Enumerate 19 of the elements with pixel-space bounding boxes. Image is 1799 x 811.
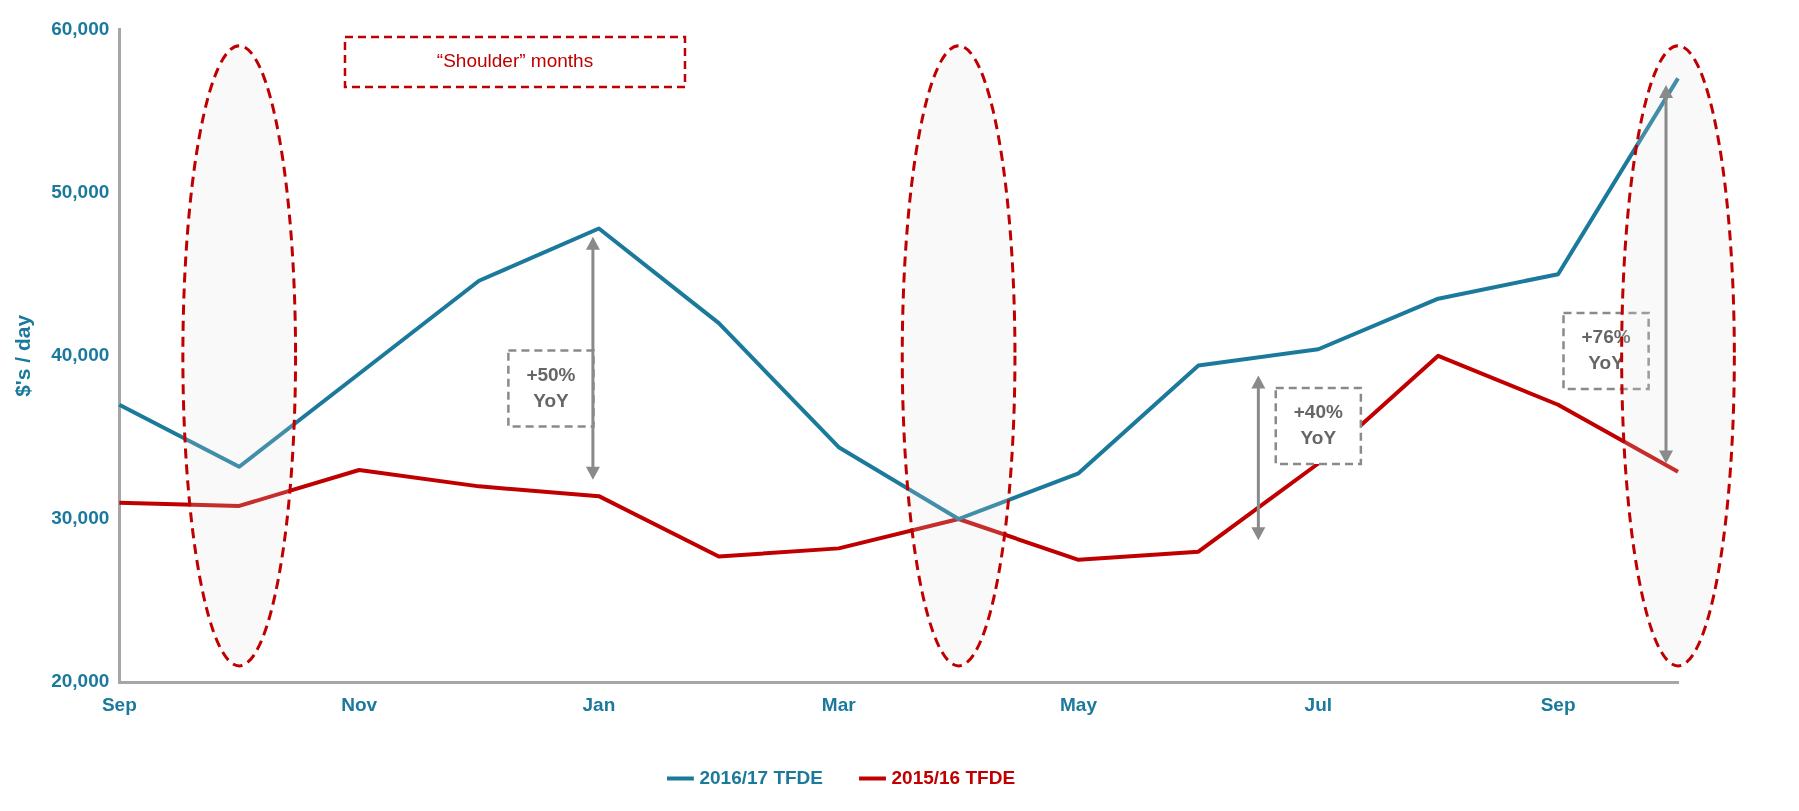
annotation: +50% YoY — [526, 363, 576, 411]
x-tick-label: Sep — [1540, 693, 1576, 715]
y-tick-label: 30,000 — [51, 507, 110, 529]
x-tick-label: May — [1060, 693, 1098, 715]
y-tick-label: 20,000 — [51, 670, 110, 692]
x-tick-label: Mar — [821, 693, 857, 715]
x-tick-label: Jan — [582, 693, 616, 715]
legend-label: 2016/17 TFDE — [699, 766, 824, 788]
y-tick-label: 50,000 — [51, 180, 110, 202]
x-tick-label: Sep — [101, 693, 137, 715]
y-tick-label: 60,000 — [51, 17, 110, 39]
legend-label: 2015/16 TFDE — [891, 766, 1016, 788]
annotation: +40% YoY — [1293, 401, 1343, 449]
y-axis-title: $'s / day — [11, 314, 35, 397]
x-tick-label: Nov — [341, 693, 378, 715]
annotation: +76% YoY — [1581, 326, 1631, 374]
y-tick-label: 40,000 — [51, 344, 110, 366]
annotation: “Shoulder” months — [436, 50, 594, 72]
x-tick-label: Jul — [1304, 693, 1333, 715]
